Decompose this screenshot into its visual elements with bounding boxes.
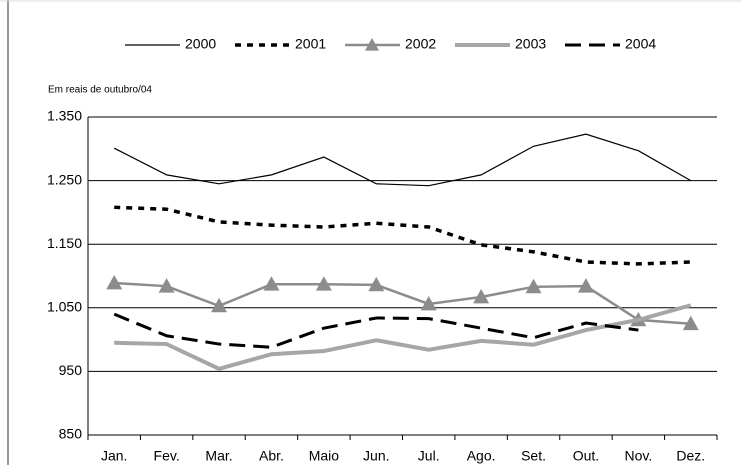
marker — [211, 297, 228, 313]
marker — [315, 276, 332, 291]
marker — [473, 288, 490, 304]
y-tick-label: 950 — [59, 362, 83, 378]
legend-label: 2004 — [625, 36, 656, 52]
marker — [420, 295, 437, 311]
x-tick-label: Set. — [521, 448, 546, 464]
marker — [106, 274, 123, 290]
x-tick-label: Abr. — [259, 448, 284, 464]
marker — [577, 278, 594, 293]
y-tick-label: 1.050 — [47, 299, 82, 315]
x-tick-label: Maio — [309, 448, 340, 464]
series-line — [114, 303, 692, 371]
marker — [368, 276, 385, 292]
x-tick-label: Out. — [573, 448, 599, 464]
x-tick-label: Nov. — [625, 448, 653, 464]
series-line — [113, 312, 639, 349]
x-tick-label: Mar. — [205, 448, 232, 464]
x-tick-label: Dez. — [676, 448, 705, 464]
marker — [525, 278, 542, 294]
marker — [682, 315, 699, 331]
series-line — [114, 205, 691, 266]
x-tick-label: Ago. — [467, 448, 496, 464]
x-tick-label: Jun. — [363, 448, 389, 464]
y-tick-label: 850 — [59, 426, 83, 442]
series-line — [113, 133, 692, 187]
y-tick-label: 1.350 — [47, 108, 82, 124]
x-tick-label: Fev. — [154, 448, 180, 464]
series-line — [114, 281, 691, 325]
y-tick-label: 1.150 — [47, 235, 82, 251]
legend-label: 2003 — [515, 36, 546, 52]
subtitle: Em reais de outubro/04 — [48, 85, 152, 96]
legend-marker — [365, 38, 379, 51]
x-tick-label: Jan. — [101, 448, 127, 464]
marker — [158, 278, 175, 293]
legend-label: 2002 — [405, 36, 436, 52]
x-tick-label: Jul. — [418, 448, 440, 464]
legend-label: 2001 — [295, 36, 326, 52]
legend-label: 2000 — [185, 36, 216, 52]
marker — [263, 276, 280, 291]
y-tick-label: 1.250 — [47, 171, 82, 187]
